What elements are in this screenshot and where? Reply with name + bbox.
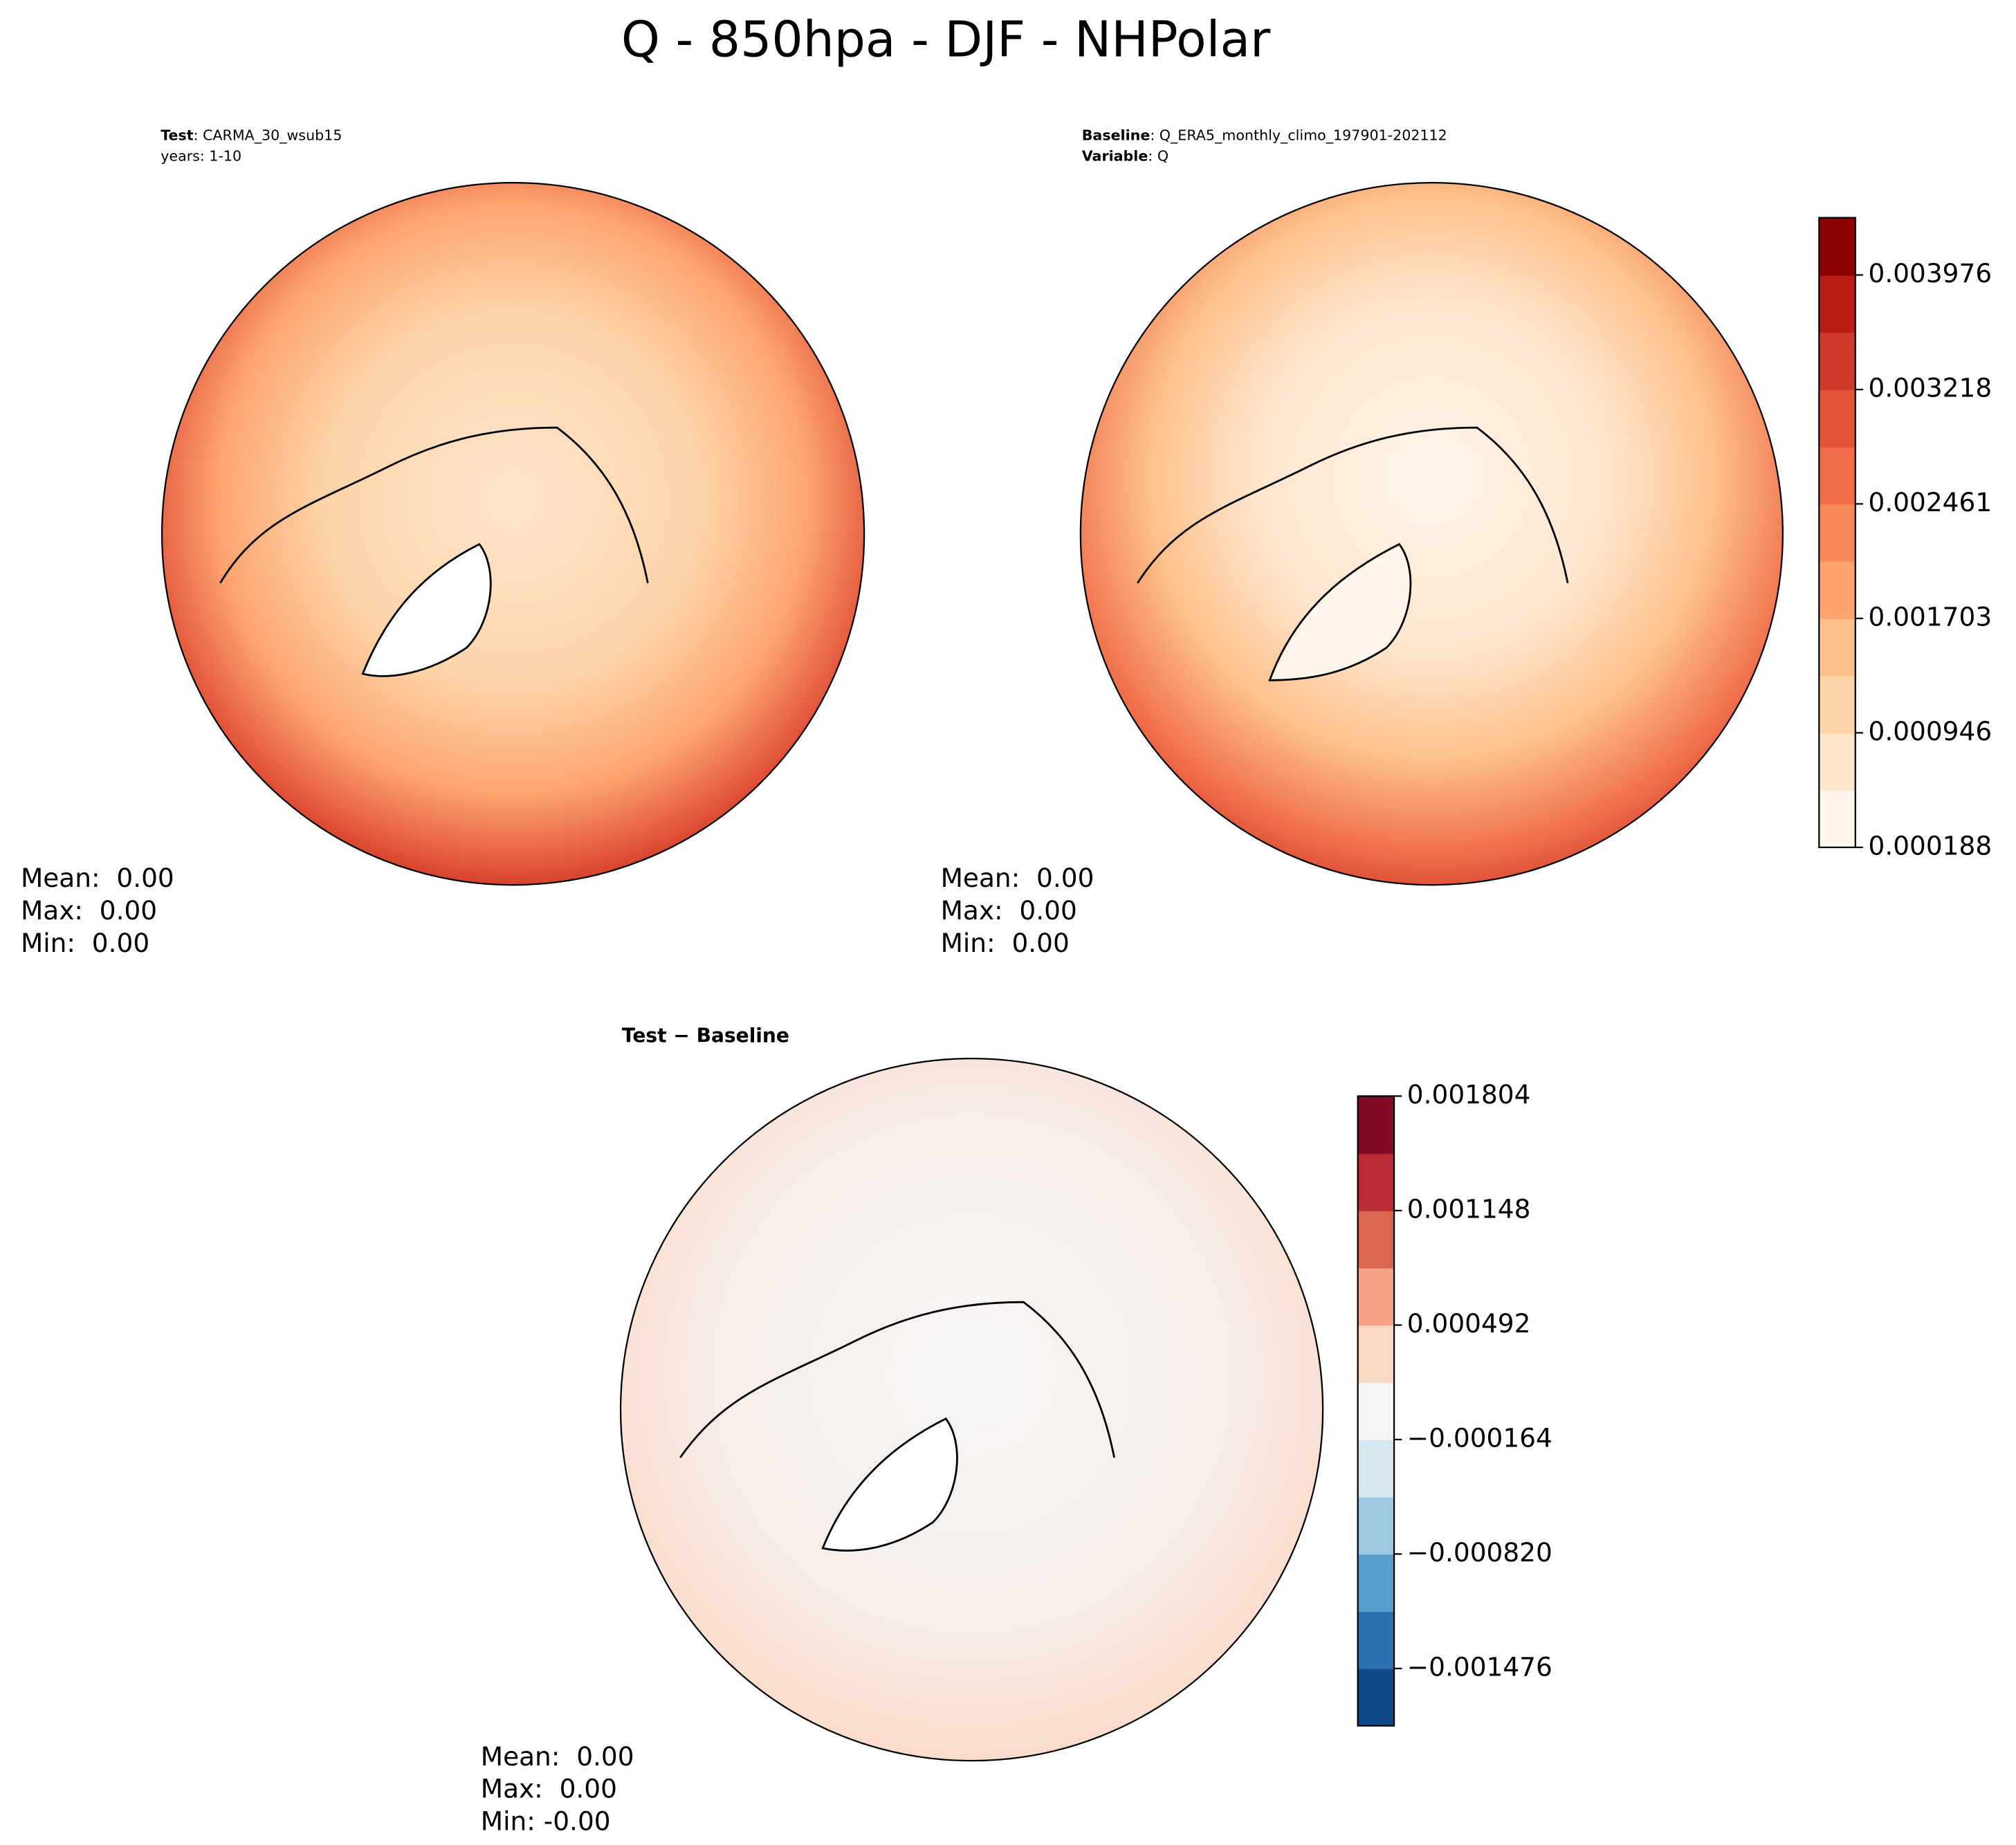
colorbar-frame [1357, 1095, 1395, 1727]
colorbar-tick-label: 0.001804 [1407, 1079, 1531, 1110]
info-key: Baseline [1082, 127, 1151, 144]
info-text: : CARMA_30_wsub15 [194, 127, 342, 145]
panel-info: Baseline: Q_ERA5_monthly_climo_197901-20… [1082, 127, 1447, 145]
map-2 [1079, 182, 1784, 886]
info-text: : Q [1148, 148, 1169, 165]
colorbar: 0.000188 0.000946 0.001703 0.002461 0.003218… [1818, 217, 1992, 861]
color-band [1819, 561, 1855, 619]
color-band [1819, 389, 1855, 448]
color-band [1819, 446, 1855, 505]
color-band [1357, 1096, 1395, 1155]
info-key: Variable [1082, 148, 1148, 165]
panel-heading: Test − Baseline [622, 1024, 789, 1047]
stat-text: Max: 0.00 [941, 895, 1077, 926]
color-band [1357, 1554, 1395, 1613]
panel-info: Variable: Q [1082, 148, 1169, 165]
stat-text: Max: 0.00 [481, 1774, 617, 1804]
color-band [1357, 1496, 1395, 1555]
stat-text: Min: 0.00 [941, 928, 1070, 958]
color-band [1357, 1153, 1395, 1211]
stat-text: Min: -0.00 [481, 1806, 611, 1837]
map-1 [161, 182, 865, 886]
color-band [1819, 504, 1855, 562]
color-band [1357, 1210, 1395, 1269]
colorbar-tick-label: 0.002461 [1869, 487, 1992, 517]
color-band [1819, 618, 1855, 677]
color-band [1819, 675, 1855, 734]
color-band [1819, 332, 1855, 390]
figure-title: Q - 850hpa - DJF - NHPolar [621, 10, 1271, 68]
colorbar-tick-label: 0.000188 [1869, 830, 1992, 861]
colorbar-tick-label: 0.001148 [1407, 1193, 1531, 1224]
color-band [1819, 790, 1855, 848]
color-band [1357, 1668, 1395, 1727]
stat-text: Mean: 0.00 [941, 863, 1094, 893]
colorbar-tick-label: 0.003976 [1869, 258, 1992, 288]
stat-text: Max: 0.00 [21, 895, 157, 926]
colorbar-tick-label: −0.000820 [1407, 1537, 1552, 1568]
panel-line: years: 1-10 [161, 148, 241, 165]
color-band [1357, 1325, 1395, 1384]
stat-text: Mean: 0.00 [481, 1741, 634, 1772]
colorbar-frame [1818, 217, 1856, 849]
colorbar: −0.001476 −0.000820 −0.000164 0.000492 0.001… [1357, 1079, 1552, 1727]
color-band [1819, 217, 1855, 276]
color-band [1357, 1267, 1395, 1326]
map-3 [619, 1058, 1324, 1762]
panel-info: Test: CARMA_30_wsub15 [161, 127, 342, 145]
color-band [1819, 275, 1855, 333]
color-band [1357, 1439, 1395, 1498]
stat-text: Min: 0.00 [21, 928, 149, 958]
color-band [1357, 1382, 1395, 1440]
stat-text: Mean: 0.00 [21, 863, 174, 893]
colorbar-tick-label: 0.003218 [1869, 373, 1992, 403]
info-key: Test [161, 127, 194, 144]
colorbar-tick-label: 0.000492 [1407, 1308, 1531, 1339]
info-text: : Q_ERA5_monthly_climo_197901-202112 [1150, 127, 1447, 145]
colorbar-tick-label: −0.001476 [1407, 1651, 1552, 1682]
colorbar-tick-label: 0.001703 [1869, 601, 1992, 632]
color-band [1357, 1611, 1395, 1669]
colorbar-tick-label: 0.000946 [1869, 716, 1992, 746]
color-band [1819, 733, 1855, 791]
colorbar-tick-label: −0.000164 [1407, 1422, 1552, 1453]
